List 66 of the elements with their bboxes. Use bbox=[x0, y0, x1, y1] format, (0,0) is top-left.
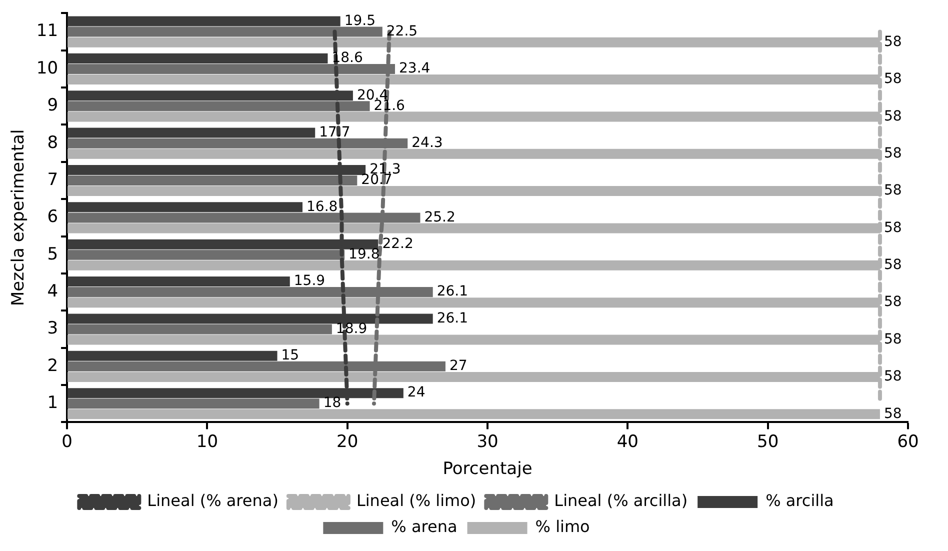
x-tick-label: 0 bbox=[62, 432, 72, 452]
y-tick-label: 11 bbox=[36, 21, 58, 42]
x-axis-title: Porcentaje bbox=[442, 459, 532, 480]
data-label: 58 bbox=[884, 257, 902, 274]
legend-label: Lineal (% arena) bbox=[147, 491, 278, 510]
data-label: 16.8 bbox=[306, 198, 338, 215]
x-tick-label: 10 bbox=[196, 432, 218, 452]
y-tick-label: 10 bbox=[36, 58, 58, 78]
data-label: 58 bbox=[884, 220, 902, 236]
y-tick-label: 8 bbox=[47, 132, 58, 153]
data-label: 25.2 bbox=[424, 209, 456, 226]
bar bbox=[68, 250, 345, 260]
data-label: 58 bbox=[884, 34, 902, 50]
data-label: 15 bbox=[281, 348, 300, 364]
data-label: 24 bbox=[407, 384, 426, 401]
legend-label: Lineal (% limo) bbox=[356, 491, 476, 510]
x-tick-label: 20 bbox=[336, 432, 358, 452]
bar bbox=[68, 324, 332, 334]
y-tick-label: 6 bbox=[47, 207, 58, 228]
y-tick-label: 1 bbox=[47, 393, 58, 414]
y-tick-label: 3 bbox=[47, 318, 58, 339]
x-tick-label: 40 bbox=[616, 432, 638, 452]
data-label: 58 bbox=[884, 294, 902, 310]
data-label: 24.3 bbox=[412, 134, 443, 151]
x-tick-label: 50 bbox=[757, 432, 779, 452]
data-label: 22.5 bbox=[386, 23, 418, 40]
bar bbox=[68, 128, 316, 138]
data-label: 23.4 bbox=[399, 60, 430, 77]
data-label: 19.8 bbox=[348, 246, 380, 263]
bar bbox=[68, 101, 370, 112]
bar bbox=[68, 202, 303, 212]
data-label: 27 bbox=[449, 358, 468, 374]
data-label: 58 bbox=[884, 71, 902, 88]
data-label: 15.9 bbox=[294, 273, 326, 290]
data-label: 58 bbox=[884, 368, 902, 385]
bar bbox=[68, 176, 358, 186]
bar bbox=[68, 53, 328, 64]
y-tick-label: 7 bbox=[47, 170, 58, 190]
data-label: 19.5 bbox=[344, 12, 376, 29]
data-label: 22.2 bbox=[382, 236, 414, 252]
x-tick-label: 60 bbox=[897, 432, 919, 452]
data-label: 58 bbox=[884, 108, 902, 124]
legend-label: % limo bbox=[535, 517, 590, 536]
data-label: 18 bbox=[323, 395, 342, 412]
data-label: 26.1 bbox=[436, 310, 468, 326]
legend-label: % arena bbox=[391, 517, 458, 536]
y-axis-title: Mezcla experimental bbox=[8, 129, 29, 306]
bar bbox=[68, 16, 340, 26]
bar bbox=[68, 276, 290, 287]
data-label: 58 bbox=[884, 182, 902, 199]
bar bbox=[68, 398, 320, 409]
data-label: 26.1 bbox=[436, 284, 468, 300]
y-tick-label: 2 bbox=[47, 356, 58, 376]
bar bbox=[68, 350, 278, 361]
data-label: 58 bbox=[884, 406, 902, 422]
x-tick-label: 30 bbox=[476, 432, 498, 452]
bar bbox=[68, 26, 382, 37]
data-label: 58 bbox=[884, 146, 902, 162]
y-tick-label: 4 bbox=[47, 281, 58, 302]
y-tick-label: 5 bbox=[47, 244, 58, 264]
legend-label: % arcilla bbox=[766, 491, 834, 510]
legend-label: Lineal (% arcilla) bbox=[554, 491, 688, 510]
y-tick-label: 9 bbox=[47, 96, 58, 116]
bar bbox=[68, 409, 880, 420]
data-label: 18.9 bbox=[336, 320, 368, 337]
data-label: 58 bbox=[884, 331, 902, 348]
